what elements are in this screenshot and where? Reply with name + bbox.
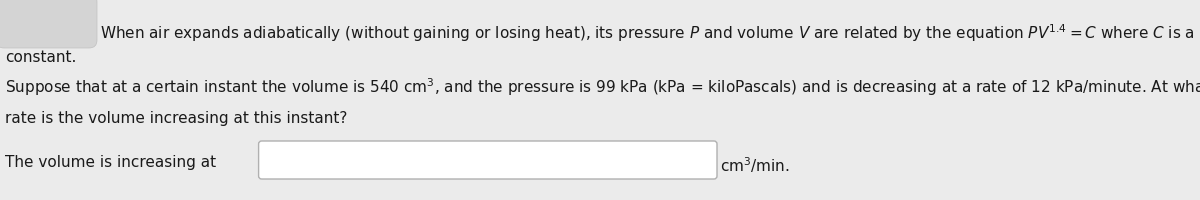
- Text: Suppose that at a certain instant the volume is 540 $\mathrm{cm}^3$, and the pre: Suppose that at a certain instant the vo…: [5, 76, 1200, 97]
- FancyBboxPatch shape: [259, 141, 718, 179]
- Text: $\mathrm{cm}^3/\mathrm{min}.$: $\mathrm{cm}^3/\mathrm{min}.$: [720, 154, 790, 174]
- Text: When air expands adiabatically (without gaining or losing heat), its pressure $\: When air expands adiabatically (without …: [100, 22, 1195, 43]
- Text: rate is the volume increasing at this instant?: rate is the volume increasing at this in…: [5, 110, 347, 125]
- FancyBboxPatch shape: [0, 0, 97, 49]
- Text: The volume is increasing at: The volume is increasing at: [5, 154, 216, 169]
- Text: constant.: constant.: [5, 50, 77, 65]
